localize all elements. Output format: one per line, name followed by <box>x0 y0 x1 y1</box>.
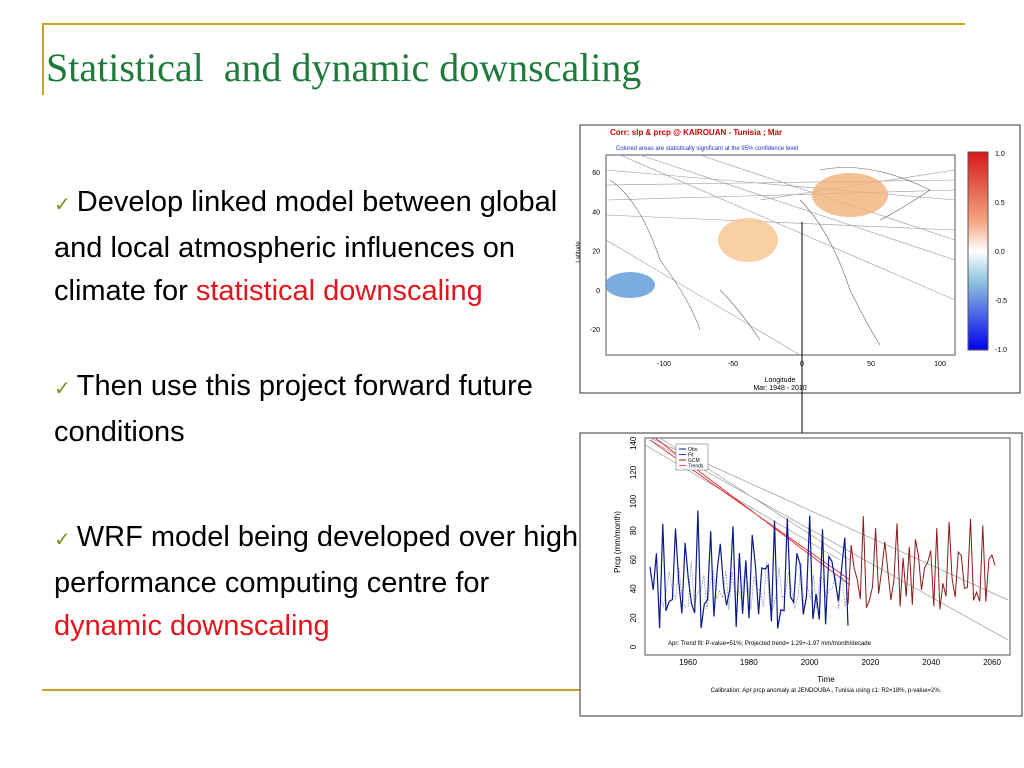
legend-label: GCM <box>688 458 700 464</box>
colorbar-tick: -0.5 <box>995 298 1007 305</box>
map-region <box>812 173 888 217</box>
bullet-marker: ✓ <box>54 194 71 216</box>
ts-x-tick: 2060 <box>983 658 1001 667</box>
ts-x-tick: 2000 <box>801 658 819 667</box>
map-xlabel: Longitude <box>765 377 796 384</box>
obs-line <box>649 510 849 629</box>
map-title: Corr: slp & prcp @ KAIROUAN - Tunisia ; … <box>610 128 782 137</box>
bullet: ✓ Develop linked model between global and… <box>54 181 594 313</box>
colorbar-tick: 1.0 <box>995 151 1005 158</box>
colorbar-tick: 0.0 <box>995 249 1005 256</box>
bullet-text: Then use this project forward future con… <box>54 370 533 448</box>
ts-caption: Calibration: Apr prcp anomaly at JENDOUB… <box>711 688 942 694</box>
colorbar-tick: -1.0 <box>995 347 1007 354</box>
map-region <box>718 218 778 262</box>
bullet-highlight: statistical downscaling <box>195 275 483 307</box>
ts-ylabel: Prcp (mm/month) <box>613 511 622 573</box>
bullet-text: Develop linked model between global and … <box>54 186 558 307</box>
ts-note: Apr: Trend fit: P-value=51%; Projected t… <box>668 641 872 647</box>
colorbar <box>967 151 989 351</box>
ts-y-tick: 80 <box>629 526 638 535</box>
fit-line <box>659 560 849 611</box>
ts-x-tick: 2040 <box>922 658 940 667</box>
ts-xlabel: Time <box>817 675 835 684</box>
map-x-tick: -50 <box>728 361 738 368</box>
map-ylabel: Latitude <box>576 241 582 263</box>
map-region <box>605 272 655 298</box>
map-x-tick: -100 <box>657 361 671 368</box>
map-y-tick: 20 <box>592 249 600 256</box>
legend-label: Fit <box>688 453 694 459</box>
timeseries-plot <box>644 437 1011 656</box>
slide-title: Statistical and dynamic downscaling <box>46 45 642 90</box>
map-plot <box>605 154 956 356</box>
map-subtitle: Colored areas are statistically signific… <box>616 146 798 152</box>
ts-y-tick: 40 <box>629 584 638 593</box>
map-x-tick: 50 <box>867 361 875 368</box>
ts-x-tick: 1980 <box>740 658 758 667</box>
trend-line <box>644 437 1009 641</box>
bullet-marker: ✓ <box>54 378 71 400</box>
bullet-text: WRF model being developed over high-perf… <box>54 521 588 599</box>
ts-y-tick: 140 <box>629 436 638 450</box>
ts-x-tick: 1960 <box>679 658 697 667</box>
ts-y-tick: 120 <box>629 465 638 479</box>
bullet: ✓ WRF model being developed over high-per… <box>54 516 594 648</box>
bullet-marker: ✓ <box>54 529 71 551</box>
legend-label: Trends <box>688 464 704 470</box>
gcm-line <box>847 516 996 610</box>
map-y-tick: 0 <box>596 288 600 295</box>
bullet: ✓ Then use this project forward future co… <box>54 365 594 454</box>
ts-y-tick: 100 <box>629 494 638 508</box>
ts-y-tick: 0 <box>629 644 638 649</box>
map-y-tick: 60 <box>592 170 600 177</box>
map-period: Mar: 1948 - 2010 <box>753 385 806 392</box>
map-x-tick: 0 <box>800 361 804 368</box>
map-x-tick: 100 <box>934 361 946 368</box>
ts-y-tick: 60 <box>629 555 638 564</box>
legend-label: Obs. <box>688 447 699 453</box>
map-y-tick: 40 <box>592 209 600 216</box>
bullet-highlight: dynamic downscaling <box>54 610 330 642</box>
ts-y-tick: 20 <box>629 613 638 622</box>
ts-x-tick: 2020 <box>862 658 880 667</box>
colorbar-tick: 0.5 <box>995 200 1005 207</box>
map-y-tick: -20 <box>590 327 600 334</box>
